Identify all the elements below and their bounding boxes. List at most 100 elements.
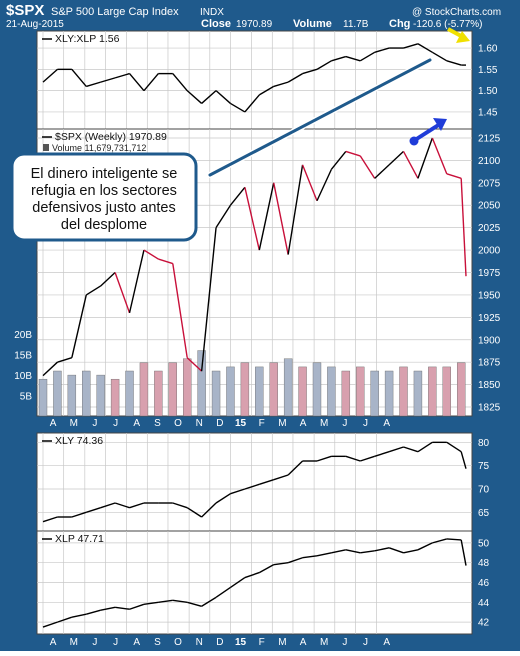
x-axis-label: A	[50, 418, 57, 429]
volume-tick-label: 20B	[14, 330, 32, 341]
spx-line-segment	[402, 151, 419, 179]
x-axis-label: J	[342, 637, 347, 648]
ratio-line-segment	[244, 94, 260, 113]
volume-bar	[211, 370, 221, 417]
spx-line-segment	[287, 164, 304, 255]
volume-bar	[269, 362, 278, 417]
spx-y-tick-label: 1850	[478, 380, 501, 391]
xly-line-segment	[230, 488, 246, 495]
volume-bar	[341, 370, 351, 417]
xlp-line-segment	[230, 576, 246, 589]
x-axis-label: M	[320, 418, 328, 429]
xlp-line-segment	[403, 549, 419, 554]
ratio-line-segment	[446, 60, 462, 66]
xly-line-segment	[129, 502, 145, 509]
spx-line-segment	[57, 357, 73, 363]
index-name-text: S&P 500 Large Cap Index	[51, 6, 179, 18]
x-axis-label: D	[216, 637, 223, 648]
xly-line-segment	[201, 502, 217, 518]
x-axis-label: A	[50, 637, 57, 648]
x-axis-label: J	[92, 418, 97, 429]
spx-line-segment	[301, 164, 318, 202]
volume-bar	[168, 362, 177, 417]
ratio-line-segment	[186, 90, 203, 104]
xlp-y-tick-label: 48	[478, 558, 490, 569]
xly-line-segment	[417, 441, 433, 453]
callout-text-line: refugia en los sectores	[31, 183, 177, 199]
xlp-y-tick-label: 50	[478, 538, 490, 549]
xly-line-segment	[403, 446, 419, 453]
xly-line-segment	[42, 516, 58, 523]
xlp-line-segment	[172, 599, 188, 604]
spx-line-segment	[85, 285, 102, 296]
spx-legend: $SPX (Weekly) 1970.89	[55, 131, 167, 143]
ratio-line-segment	[230, 102, 246, 113]
volume-bar	[312, 362, 322, 417]
xly-line-segment	[244, 483, 260, 490]
exchange-text: INDX	[200, 7, 224, 18]
xly-line-segment	[86, 507, 101, 513]
xly-line-segment	[71, 511, 87, 518]
xly-line-segment	[100, 502, 116, 509]
xly-line-segment	[186, 507, 203, 518]
xly-plot-area	[36, 432, 473, 532]
xly-line-segment	[345, 455, 361, 462]
x-axis-label: A	[300, 637, 307, 648]
spx-line-segment	[143, 249, 159, 260]
x-axis-label: O	[174, 418, 182, 429]
ratio-line-segment	[215, 90, 231, 104]
x-axis-label: F	[259, 418, 265, 429]
volume-bar	[96, 374, 105, 417]
x-axis-label: J	[363, 637, 368, 648]
spx-y-tick-label: 2075	[478, 178, 501, 189]
spx-line-segment	[186, 357, 203, 372]
xly-line-segment	[460, 451, 467, 469]
spx-line-segment	[388, 150, 404, 166]
volume-bar	[110, 378, 120, 417]
x-axis-label: 15	[235, 637, 247, 648]
xlp-line-segment	[143, 601, 159, 605]
xlp-line-segment	[446, 538, 462, 541]
spx-line-segment	[431, 137, 448, 175]
xlp-line-segment	[302, 555, 318, 559]
volume-bar	[38, 378, 48, 417]
xly-line-segment	[360, 455, 375, 462]
spx-y-tick-label: 2100	[478, 156, 501, 167]
spx-y-tick-label: 2025	[478, 223, 501, 234]
xlp-y-tick-label: 42	[478, 618, 490, 629]
xlp-line-segment	[42, 621, 58, 628]
x-axis-label: D	[216, 418, 223, 429]
ratio-line-segment	[128, 73, 145, 92]
callout-pointer	[208, 58, 432, 177]
xlp-legend: XLP 47.71	[55, 533, 104, 545]
volume-legend-swatch	[43, 144, 49, 151]
xlp-line-segment	[129, 603, 145, 610]
blue-arrow-shaft	[413, 122, 442, 142]
xly-line-segment	[172, 502, 188, 509]
callout-box: El dinero inteligente se refugia en los s…	[10, 152, 198, 242]
spx-line-segment	[100, 271, 116, 287]
xlp-line-segment	[388, 547, 404, 554]
blue-arrow-dot	[409, 136, 419, 146]
xlp-line-segment	[432, 538, 447, 544]
x-axis-label: N	[196, 418, 203, 429]
x-axis-label: M	[320, 637, 328, 648]
xly-y-tick-label: 75	[478, 461, 490, 472]
spx-y-tick-label: 1825	[478, 403, 501, 414]
xlp-line-segment	[158, 599, 173, 604]
volume-tick-label: 15B	[14, 351, 32, 362]
ratio-line-segment	[258, 85, 275, 96]
volume-bar	[283, 358, 293, 417]
watermark-text: @ StockCharts.com	[412, 7, 501, 18]
xly-line-segment	[215, 493, 231, 504]
volume-bar	[428, 366, 437, 417]
ratio-line-segment	[273, 81, 289, 88]
volume-bar	[53, 370, 62, 417]
ratio-legend: XLY:XLP 1.56	[55, 33, 120, 45]
ratio-line-segment	[143, 73, 159, 92]
xlp-line-segment	[57, 616, 73, 623]
x-axis-label: O	[174, 637, 182, 648]
ratio-line-segment	[403, 43, 419, 49]
x-axis-label: J	[113, 637, 118, 648]
